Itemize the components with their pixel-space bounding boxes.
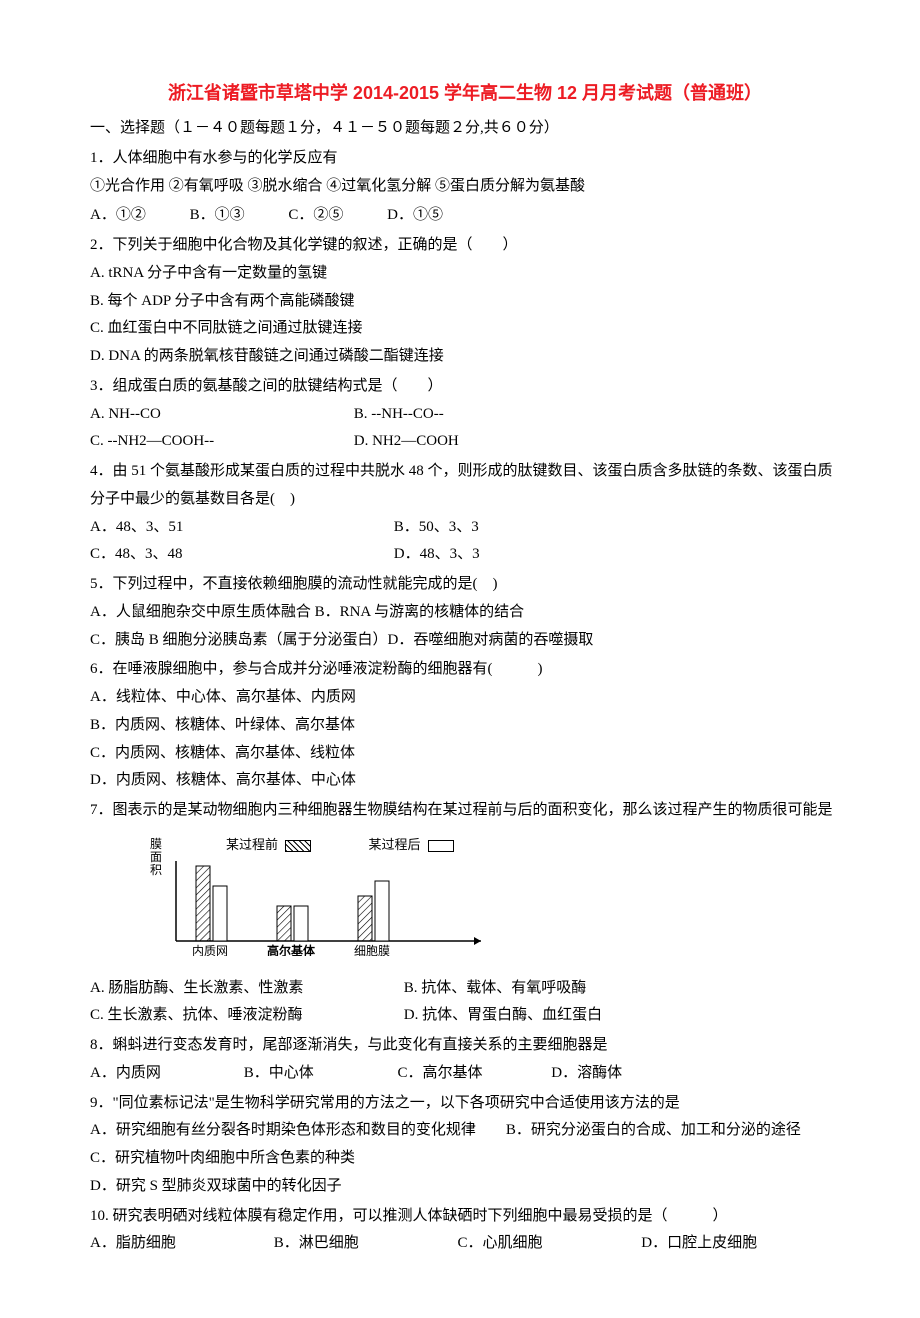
q6-optB: B．内质网、核糖体、叶绿体、高尔基体 <box>90 712 840 740</box>
legend-after-label: 某过程后 <box>369 837 421 852</box>
legend-before-label: 某过程前 <box>226 837 278 852</box>
q9-optABC: A．研究细胞有丝分裂各时期染色体形态和数目的变化规律 B．研究分泌蛋白的合成、加… <box>90 1117 840 1173</box>
svg-text:细胞膜: 细胞膜 <box>354 944 390 956</box>
q8-optA: A．内质网 <box>90 1060 240 1088</box>
q6-optD: D．内质网、核糖体、高尔基体、中心体 <box>90 767 840 795</box>
q3-row1: A. NH--CO B. --NH--CO-- <box>90 401 840 429</box>
q3-optB: B. --NH--CO-- <box>354 406 444 422</box>
membrane-chart: 膜面积 某过程前 某过程后 内质网 高尔基体 细胞膜 <box>150 833 840 967</box>
q8-options: A．内质网 B．中心体 C．高尔基体 D．溶酶体 <box>90 1060 840 1088</box>
q3-optD: D. NH2—COOH <box>354 433 459 449</box>
page-title: 浙江省诸暨市草塔中学 2014-2015 学年高二生物 12 月月考试题（普通班… <box>90 80 840 107</box>
svg-text:高尔基体: 高尔基体 <box>267 943 316 956</box>
q7-optD: D. 抗体、胃蛋白酶、血红蛋白 <box>404 1007 602 1023</box>
q3-row2: C. --NH2—COOH-- D. NH2—COOH <box>90 428 840 456</box>
q7-optB: B. 抗体、载体、有氧呼吸酶 <box>404 980 587 996</box>
q7-stem: 7．图表示的是某动物细胞内三种细胞器生物膜结构在某过程前与后的面积变化，那么该过… <box>90 797 840 825</box>
q2-optD: D. DNA 的两条脱氧核苷酸链之间通过磷酸二酯键连接 <box>90 343 840 371</box>
question-8: 8．蝌蚪进行变态发育时，尾部逐渐消失，与此变化有直接关系的主要细胞器是 A．内质… <box>90 1032 840 1088</box>
q10-options: A．脂肪细胞 B．淋巴细胞 C．心肌细胞 D．口腔上皮细胞 <box>90 1230 840 1258</box>
q10-optD: D．口腔上皮细胞 <box>641 1235 757 1251</box>
q1-optB: B．①③ <box>190 202 245 230</box>
q7-row2: C. 生长激素、抗体、唾液淀粉酶 D. 抗体、胃蛋白酶、血红蛋白 <box>90 1002 840 1030</box>
legend-hatched-icon <box>285 840 311 852</box>
q8-stem: 8．蝌蚪进行变态发育时，尾部逐渐消失，与此变化有直接关系的主要细胞器是 <box>90 1032 840 1060</box>
q2-optA: A. tRNA 分子中含有一定数量的氢键 <box>90 260 840 288</box>
chart-legend: 某过程前 某过程后 <box>226 833 486 857</box>
question-6: 6．在唾液腺细胞中，参与合成并分泌唾液淀粉酶的细胞器有( ) A．线粒体、中心体… <box>90 656 840 795</box>
q1-optA: A．①② <box>90 202 146 230</box>
q4-row2: C．48、3、48 D．48、3、3 <box>90 541 840 569</box>
question-10: 10. 研究表明硒对线粒体膜有稳定作用，可以推测人体缺硒时下列细胞中最易受损的是… <box>90 1203 840 1259</box>
question-1: 1．人体细胞中有水参与的化学反应有 ①光合作用 ②有氧呼吸 ③脱水缩合 ④过氧化… <box>90 145 840 230</box>
q6-optC: C．内质网、核糖体、高尔基体、线粒体 <box>90 740 840 768</box>
q7-optC: C. 生长激素、抗体、唾液淀粉酶 <box>90 1002 400 1030</box>
svg-text:内质网: 内质网 <box>192 944 228 956</box>
q4-optC: C．48、3、48 <box>90 541 390 569</box>
q10-optB: B．淋巴细胞 <box>274 1230 454 1258</box>
q8-optC: C．高尔基体 <box>398 1060 548 1088</box>
q8-optD: D．溶酶体 <box>551 1065 622 1081</box>
q1-sub: ①光合作用 ②有氧呼吸 ③脱水缩合 ④过氧化氢分解 ⑤蛋白质分解为氨基酸 <box>90 173 840 201</box>
q4-optD: D．48、3、3 <box>394 546 480 562</box>
q7-row1: A. 肠脂肪酶、生长激素、性激素 B. 抗体、载体、有氧呼吸酶 <box>90 975 840 1003</box>
q1-optC: C．②⑤ <box>288 202 343 230</box>
q3-stem: 3．组成蛋白质的氨基酸之间的肽键结构式是（ ） <box>90 373 840 401</box>
chart-svg: 内质网 高尔基体 细胞膜 <box>166 861 486 956</box>
question-3: 3．组成蛋白质的氨基酸之间的肽键结构式是（ ） A. NH--CO B. --N… <box>90 373 840 456</box>
q4-stem: 4．由 51 个氨基酸形成某蛋白质的过程中共脱水 48 个，则形成的肽键数目、该… <box>90 458 840 514</box>
section-header: 一、选择题（１－４０题每题１分，４１－５０题每题２分,共６０分） <box>90 115 840 143</box>
chart-y-label: 膜面积 <box>150 838 162 878</box>
q5-stem: 5．下列过程中，不直接依赖细胞膜的流动性就能完成的是( ) <box>90 571 840 599</box>
q6-optA: A．线粒体、中心体、高尔基体、内质网 <box>90 684 840 712</box>
q3-optA: A. NH--CO <box>90 401 350 429</box>
chart-body: 某过程前 某过程后 内质网 高尔基体 细胞膜 <box>166 833 486 967</box>
q1-options: A．①② B．①③ C．②⑤ D．①⑤ <box>90 202 840 230</box>
q2-optC: C. 血红蛋白中不同肽链之间通过肽键连接 <box>90 315 840 343</box>
q4-row1: A．48、3、51 B．50、3、3 <box>90 514 840 542</box>
q10-optA: A．脂肪细胞 <box>90 1230 270 1258</box>
q2-stem: 2．下列关于细胞中化合物及其化学键的叙述，正确的是（ ） <box>90 232 840 260</box>
q7-options: A. 肠脂肪酶、生长激素、性激素 B. 抗体、载体、有氧呼吸酶 C. 生长激素、… <box>90 975 840 1031</box>
q1-stem: 1．人体细胞中有水参与的化学反应有 <box>90 145 840 173</box>
q5-optCD: C．胰岛 B 细胞分泌胰岛素（属于分泌蛋白）D．吞噬细胞对病菌的吞噬摄取 <box>90 627 840 655</box>
q9-stem: 9．"同位素标记法"是生物科学研究常用的方法之一，以下各项研究中合适使用该方法的… <box>90 1090 840 1118</box>
q9-optD: D．研究 S 型肺炎双球菌中的转化因子 <box>90 1173 840 1201</box>
q4-optB: B．50、3、3 <box>394 519 479 535</box>
q2-optB: B. 每个 ADP 分子中含有两个高能磷酸键 <box>90 288 840 316</box>
q8-optB: B．中心体 <box>244 1060 394 1088</box>
question-2: 2．下列关于细胞中化合物及其化学键的叙述，正确的是（ ） A. tRNA 分子中… <box>90 232 840 371</box>
legend-empty-icon <box>428 840 454 852</box>
q6-stem: 6．在唾液腺细胞中，参与合成并分泌唾液淀粉酶的细胞器有( ) <box>90 656 840 684</box>
question-4: 4．由 51 个氨基酸形成某蛋白质的过程中共脱水 48 个，则形成的肽键数目、该… <box>90 458 840 569</box>
q10-optC: C．心肌细胞 <box>458 1230 638 1258</box>
q3-optC: C. --NH2—COOH-- <box>90 428 350 456</box>
question-9: 9．"同位素标记法"是生物科学研究常用的方法之一，以下各项研究中合适使用该方法的… <box>90 1090 840 1201</box>
question-5: 5．下列过程中，不直接依赖细胞膜的流动性就能完成的是( ) A．人鼠细胞杂交中原… <box>90 571 840 654</box>
q7-optA: A. 肠脂肪酶、生长激素、性激素 <box>90 975 400 1003</box>
q4-optA: A．48、3、51 <box>90 514 390 542</box>
q1-optD: D．①⑤ <box>387 202 443 230</box>
question-7: 7．图表示的是某动物细胞内三种细胞器生物膜结构在某过程前与后的面积变化，那么该过… <box>90 797 840 825</box>
q10-stem: 10. 研究表明硒对线粒体膜有稳定作用，可以推测人体缺硒时下列细胞中最易受损的是… <box>90 1203 840 1231</box>
q5-optAB: A．人鼠细胞杂交中原生质体融合 B．RNA 与游离的核糖体的结合 <box>90 599 840 627</box>
